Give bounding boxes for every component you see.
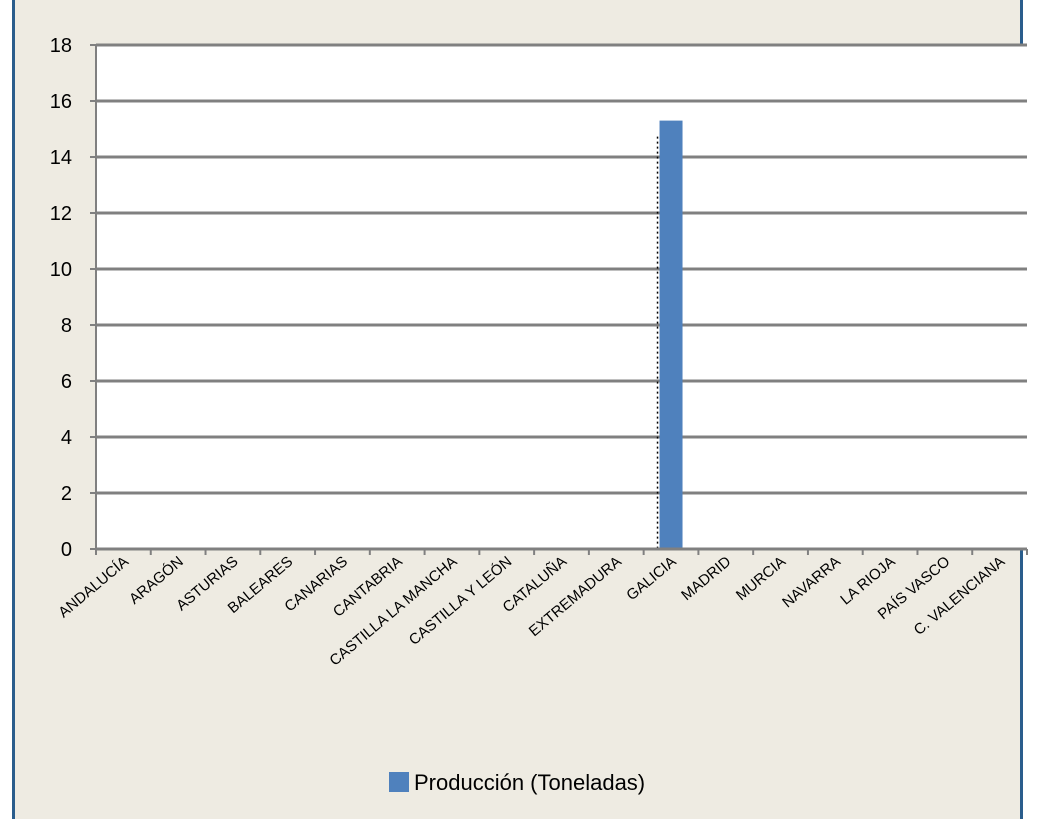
plot-area xyxy=(96,45,1027,549)
legend-swatch xyxy=(389,772,409,792)
y-tick-labels: 0 2 4 6 8 10 12 14 16 18 xyxy=(50,35,72,561)
y-tick-label: 8 xyxy=(61,315,72,337)
x-tick-label: GALICIA xyxy=(623,553,679,604)
x-tick-label: C. VALENCIANA xyxy=(911,553,1009,639)
y-tick-label: 18 xyxy=(50,35,72,57)
y-tick-label: 2 xyxy=(61,483,72,505)
x-tick-label: MADRID xyxy=(678,553,734,604)
y-tick-label: 14 xyxy=(50,147,72,169)
x-tick-labels: ANDALUCÍAARAGÓNASTURIASBALEARESCANARIASC… xyxy=(55,553,1008,670)
legend: Producción (Toneladas) xyxy=(389,770,645,795)
bar xyxy=(659,120,683,549)
x-tick-label: EXTREMADURA xyxy=(526,553,625,640)
bars xyxy=(656,120,683,549)
y-tick-label: 10 xyxy=(50,259,72,281)
y-tick-label: 16 xyxy=(50,91,72,113)
y-tick-label: 6 xyxy=(61,371,72,393)
legend-label: Producción (Toneladas) xyxy=(414,770,645,795)
axes xyxy=(90,44,1028,555)
y-tick-label: 4 xyxy=(61,427,72,449)
y-tick-label: 0 xyxy=(61,539,72,561)
y-tick-label: 12 xyxy=(50,203,72,225)
x-tick-label: CASTILLA Y LEÓN xyxy=(406,553,516,649)
x-tick-label: ANDALUCÍA xyxy=(55,553,132,621)
x-tick-label: NAVARRA xyxy=(779,553,844,611)
